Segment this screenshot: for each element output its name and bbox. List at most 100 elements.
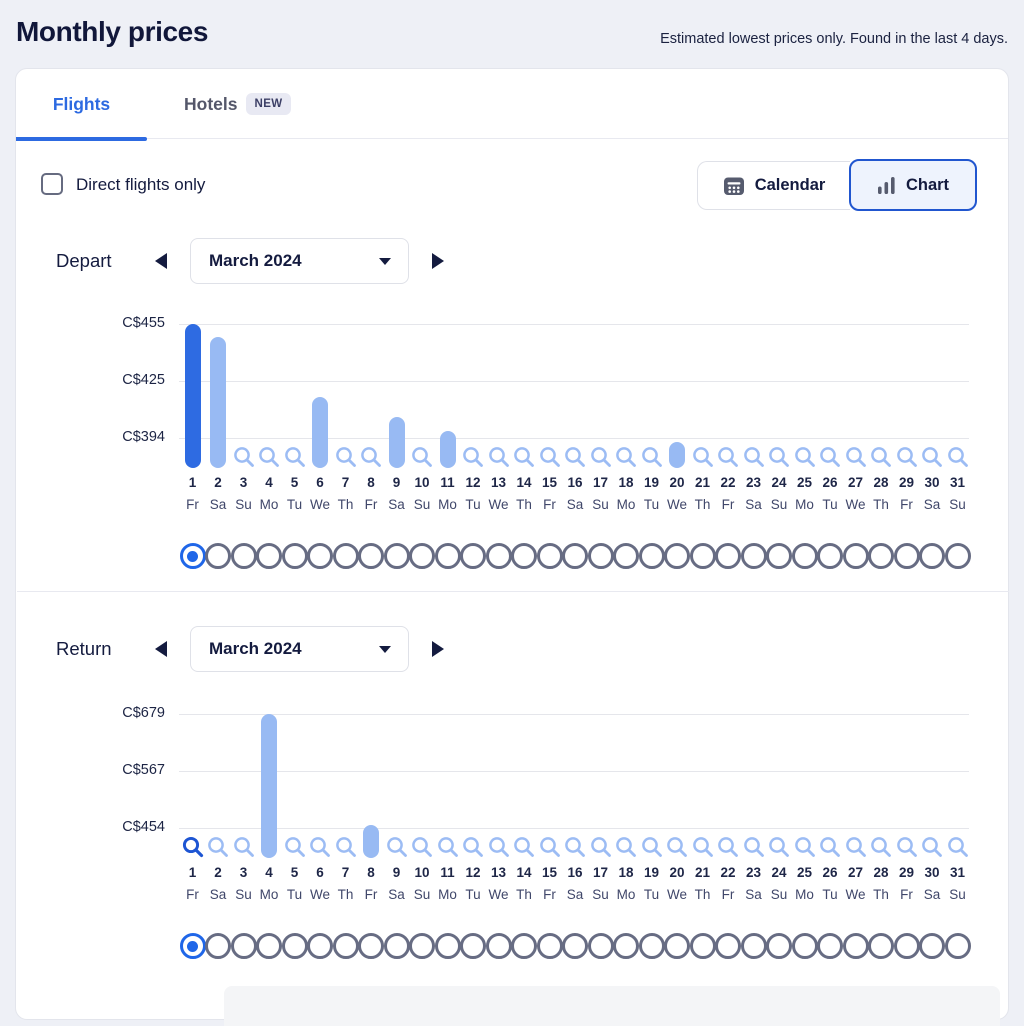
day-radio-21[interactable]: [689, 933, 716, 959]
search-price-day-29[interactable]: [896, 836, 918, 858]
search-price-day-31[interactable]: [947, 446, 969, 468]
direct-flights-checkbox[interactable]: [41, 173, 63, 195]
search-price-day-19[interactable]: [641, 836, 663, 858]
day-radio-11[interactable]: [434, 543, 461, 569]
search-price-day-25[interactable]: [794, 836, 816, 858]
search-price-day-7[interactable]: [335, 836, 357, 858]
day-radio-23[interactable]: [740, 543, 767, 569]
day-radio-6[interactable]: [307, 543, 333, 569]
day-radio-10[interactable]: [409, 933, 435, 959]
day-radio-29[interactable]: [893, 933, 920, 959]
day-radio-15[interactable]: [536, 933, 563, 959]
day-radio-8[interactable]: [358, 933, 384, 959]
search-price-day-19[interactable]: [641, 446, 663, 468]
day-radio-18[interactable]: [613, 933, 639, 959]
day-radio-12[interactable]: [460, 933, 486, 959]
search-price-day-28[interactable]: [870, 836, 892, 858]
chart-view-button[interactable]: Chart: [849, 159, 977, 211]
search-price-day-25[interactable]: [794, 446, 816, 468]
search-price-day-27[interactable]: [845, 446, 867, 468]
day-radio-23[interactable]: [740, 933, 767, 959]
price-bar-day-9[interactable]: [388, 417, 405, 468]
search-price-day-16[interactable]: [564, 836, 586, 858]
day-radio-11[interactable]: [434, 933, 461, 959]
price-bar-day-4[interactable]: [261, 714, 277, 858]
search-price-day-7[interactable]: [335, 446, 357, 468]
day-radio-30[interactable]: [919, 933, 945, 959]
search-price-day-15[interactable]: [539, 446, 561, 468]
search-price-day-13[interactable]: [488, 446, 510, 468]
search-price-day-21[interactable]: [692, 446, 714, 468]
search-price-day-15[interactable]: [539, 836, 561, 858]
day-radio-8[interactable]: [358, 543, 384, 569]
search-price-day-1[interactable]: [182, 836, 204, 858]
search-price-day-31[interactable]: [947, 836, 969, 858]
day-radio-5[interactable]: [281, 933, 308, 959]
calendar-view-button[interactable]: Calendar: [697, 161, 850, 210]
search-price-day-4[interactable]: [258, 446, 280, 468]
search-price-day-24[interactable]: [768, 836, 790, 858]
search-price-day-13[interactable]: [488, 836, 510, 858]
depart-month-select[interactable]: March 2024: [190, 238, 409, 284]
search-price-day-29[interactable]: [896, 446, 918, 468]
search-price-day-12[interactable]: [462, 836, 484, 858]
day-radio-3[interactable]: [230, 933, 257, 959]
search-price-day-5[interactable]: [284, 836, 306, 858]
depart-next-month-button[interactable]: [430, 251, 445, 271]
day-radio-7[interactable]: [332, 933, 359, 959]
search-price-day-14[interactable]: [513, 836, 535, 858]
search-price-day-11[interactable]: [437, 836, 459, 858]
search-price-day-30[interactable]: [921, 836, 943, 858]
search-price-day-6[interactable]: [309, 836, 331, 858]
day-radio-24[interactable]: [766, 933, 792, 959]
day-radio-22[interactable]: [715, 933, 741, 959]
day-radio-12[interactable]: [460, 543, 486, 569]
day-radio-1[interactable]: [179, 933, 206, 959]
search-price-day-10[interactable]: [411, 446, 433, 468]
day-radio-25[interactable]: [791, 933, 818, 959]
day-radio-27[interactable]: [842, 543, 869, 569]
search-price-day-23[interactable]: [743, 446, 765, 468]
day-radio-28[interactable]: [868, 543, 894, 569]
day-radio-7[interactable]: [332, 543, 359, 569]
search-price-day-17[interactable]: [590, 836, 612, 858]
tab-hotels[interactable]: Hotels NEW: [180, 69, 295, 139]
day-radio-25[interactable]: [791, 543, 818, 569]
day-radio-13[interactable]: [485, 933, 512, 959]
day-radio-9[interactable]: [383, 543, 410, 569]
day-radio-14[interactable]: [511, 933, 537, 959]
return-month-select[interactable]: March 2024: [190, 626, 409, 672]
day-radio-24[interactable]: [766, 543, 792, 569]
day-radio-16[interactable]: [562, 933, 588, 959]
return-next-month-button[interactable]: [430, 639, 445, 659]
search-price-day-30[interactable]: [921, 446, 943, 468]
day-radio-10[interactable]: [409, 543, 435, 569]
search-price-day-9[interactable]: [386, 836, 408, 858]
search-price-day-27[interactable]: [845, 836, 867, 858]
day-radio-1[interactable]: [179, 543, 206, 569]
day-radio-2[interactable]: [205, 933, 231, 959]
search-price-day-22[interactable]: [717, 446, 739, 468]
day-radio-2[interactable]: [205, 543, 231, 569]
search-price-day-23[interactable]: [743, 836, 765, 858]
day-radio-22[interactable]: [715, 543, 741, 569]
search-price-day-3[interactable]: [233, 836, 255, 858]
day-radio-30[interactable]: [919, 543, 945, 569]
price-bar-day-11[interactable]: [439, 430, 456, 468]
price-bar-day-8[interactable]: [363, 825, 379, 858]
search-price-day-12[interactable]: [462, 446, 484, 468]
day-radio-6[interactable]: [307, 933, 333, 959]
day-radio-3[interactable]: [230, 543, 257, 569]
day-radio-27[interactable]: [842, 933, 869, 959]
price-bar-day-1[interactable]: [184, 324, 201, 468]
day-radio-19[interactable]: [638, 933, 665, 959]
day-radio-20[interactable]: [664, 543, 690, 569]
day-radio-21[interactable]: [689, 543, 716, 569]
price-bar-day-20[interactable]: [669, 441, 685, 468]
day-radio-17[interactable]: [587, 543, 614, 569]
day-radio-9[interactable]: [383, 933, 410, 959]
return-prev-month-button[interactable]: [153, 639, 168, 659]
day-radio-4[interactable]: [256, 543, 282, 569]
price-bar-day-2[interactable]: [210, 337, 226, 468]
day-radio-14[interactable]: [511, 543, 537, 569]
